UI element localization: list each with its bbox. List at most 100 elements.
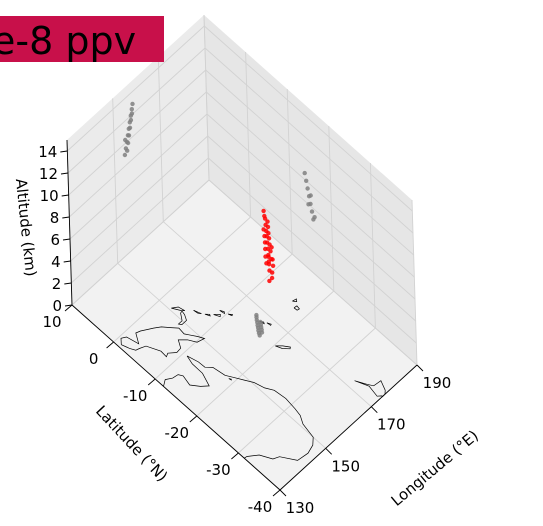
y-tick-mark: [64, 304, 73, 312]
grid-line-alt: [207, 135, 416, 322]
scatter-point-observations: [266, 262, 272, 267]
grid-line-alt: [68, 91, 207, 218]
title-banner: e-8 ppv: [0, 16, 164, 63]
y-tick-label: -40: [248, 498, 273, 516]
scatter-point-projection-on-longitude-wall: [304, 178, 309, 183]
grid-line-alt: [206, 91, 415, 278]
grid-line-lat: [411, 199, 418, 366]
scatter-point-projection-on-latitude-wall: [127, 125, 133, 130]
grid-line-lat: [286, 88, 293, 255]
scatter-point-projection-on-longitude-wall: [308, 193, 313, 198]
y-axis-line: [71, 304, 281, 491]
scatter-point-observations: [265, 219, 270, 224]
z-tick-label: 12: [39, 165, 58, 183]
grid-line-alt: [68, 69, 207, 196]
title-banner-box: [0, 16, 164, 62]
scatter-point-observations: [262, 240, 268, 245]
y-tick-mark: [147, 378, 156, 386]
coastline-5: [204, 313, 211, 317]
scatter-point-projection-on-longitude-wall: [309, 209, 315, 214]
scatter-point-observations: [263, 246, 268, 252]
coastline-1: [120, 326, 206, 358]
scatter-point-projection-on-latitude-wall: [123, 137, 128, 143]
z-tick-label: 4: [51, 253, 61, 271]
z-axis-label: Altitude (km): [12, 178, 40, 278]
grid-line-lon: [117, 262, 326, 449]
z-axis-line: [66, 139, 73, 306]
z-tick-mark: [64, 282, 72, 285]
grid-line-lat: [328, 125, 335, 292]
coastline-2: [177, 310, 187, 325]
grid-line-alt: [204, 25, 413, 212]
scatter-point-projection-on-longitude-wall: [312, 215, 317, 220]
x-tick-mark: [279, 489, 287, 497]
x-tick-label: 130: [286, 499, 315, 517]
y-axis-label: Latitude (°N): [92, 402, 171, 485]
z-tick-mark: [61, 194, 69, 197]
grid-line-lon: [157, 56, 164, 222]
scatter-point-projection-on-floor: [258, 319, 263, 325]
z-tick-mark: [60, 172, 69, 175]
grid-line-lat: [369, 162, 376, 329]
x-tick-mark: [370, 406, 378, 414]
scatter-point-observations: [269, 275, 275, 281]
scatter-point-observations: [261, 208, 266, 214]
scatter-point-observations: [268, 249, 273, 254]
coastline-8: [227, 313, 234, 317]
grid-line-lat: [154, 253, 293, 380]
y-tick-label: -20: [165, 424, 190, 442]
x-tick-mark: [325, 447, 333, 455]
scatter-point-observations: [265, 224, 271, 230]
z-tick-label: 2: [52, 275, 62, 293]
grid-line-alt: [70, 157, 209, 284]
y-tick-mark: [106, 341, 114, 349]
y-tick-label: 10: [42, 313, 61, 331]
z-tick-label: 8: [50, 209, 60, 227]
coastline-3: [171, 306, 185, 312]
grid-line-alt: [208, 157, 417, 344]
scatter-point-observations: [269, 245, 274, 250]
scatter-point-projection-on-latitude-wall: [129, 107, 134, 112]
chart-title: e-8 ppv: [0, 19, 136, 63]
scatter-points: [122, 101, 317, 338]
grid-line-lon: [163, 221, 372, 408]
y-tick-mark: [272, 489, 281, 497]
coastline-11: [266, 322, 272, 326]
coastline-0: [163, 355, 314, 461]
grid-line-alt: [66, 25, 205, 152]
scatter-point-observations: [262, 213, 267, 219]
scatter-point-observations: [266, 254, 271, 259]
scatter-point-observations: [267, 278, 272, 284]
coastline-6: [213, 313, 221, 318]
grid-line-alt: [208, 179, 418, 366]
grid-line-lat: [196, 290, 335, 417]
scatter-point-projection-on-latitude-wall: [130, 101, 135, 107]
z-tick-mark: [63, 260, 71, 263]
grid-line-alt: [205, 69, 414, 256]
z-tick-label: 14: [38, 143, 57, 161]
x-tick-label: 150: [331, 457, 360, 475]
longitude-wall-pane: [204, 15, 417, 365]
scatter-point-observations: [262, 233, 267, 239]
z-tick-mark: [60, 150, 68, 153]
x-tick-label: 170: [377, 416, 406, 434]
x-tick-label: 190: [423, 374, 452, 392]
coastline-7: [219, 310, 225, 315]
scatter-point-projection-on-latitude-wall: [125, 140, 131, 146]
scatter-point-observations: [266, 231, 271, 236]
scatter-point-projection-on-latitude-wall: [122, 152, 128, 158]
x-axis-label: Longitude (°E): [388, 427, 482, 510]
grid-line-lon: [112, 98, 119, 264]
grid-line-alt: [71, 179, 210, 306]
coastline-map: [120, 298, 386, 461]
scatter-point-observations: [266, 236, 272, 241]
coastline-9: [275, 345, 291, 350]
y-tick-label: -30: [206, 461, 231, 479]
scatter-point-projection-on-floor: [254, 312, 259, 318]
z-tick-label: 10: [40, 187, 59, 205]
x-axis-line: [279, 364, 418, 491]
coastline-12: [293, 305, 300, 311]
scatter-point-projection-on-latitude-wall: [129, 111, 135, 116]
